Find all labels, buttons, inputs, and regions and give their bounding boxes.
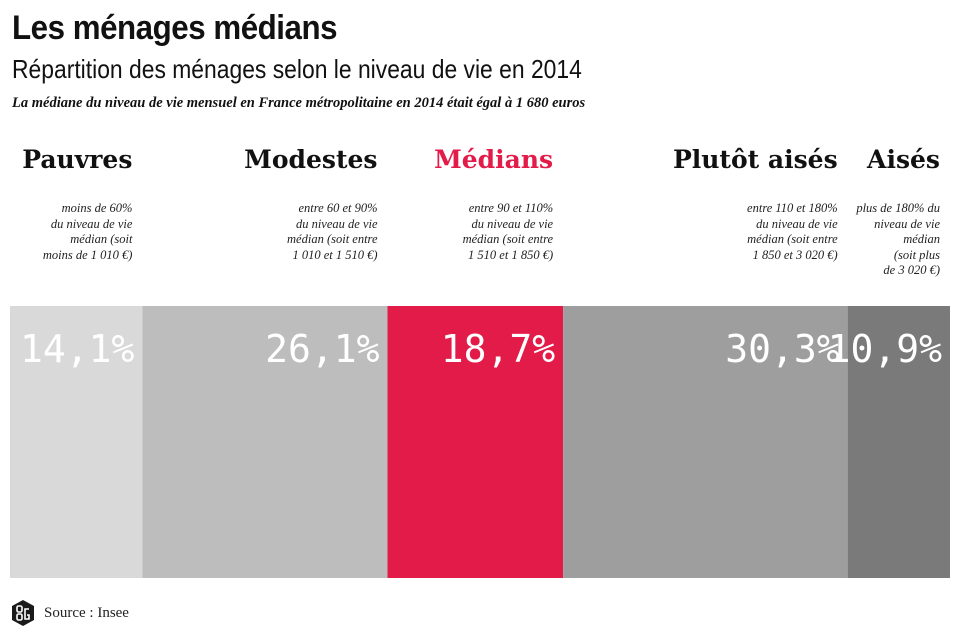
category-desc-modestes: entre 60 et 90% du niveau de vie médian … bbox=[287, 201, 378, 262]
bar-segments bbox=[10, 306, 950, 578]
category-desc-medians: entre 90 et 110% du niveau de vie médian… bbox=[462, 201, 554, 262]
value-label-aises: 10,9% bbox=[828, 327, 943, 371]
chart-subtitle: Répartition des ménages selon le niveau … bbox=[12, 54, 582, 84]
category-desc-plutot-aises: entre 110 et 180% du niveau de vie média… bbox=[747, 201, 838, 262]
category-name-medians: Médians bbox=[434, 145, 554, 174]
chart-title: Les ménages médians bbox=[12, 9, 338, 47]
value-label-modestes: 26,1% bbox=[265, 327, 380, 371]
bar-segment-aises bbox=[847, 306, 950, 578]
big-logo-icon bbox=[12, 600, 34, 626]
category-desc-aises: plus de 180% du niveau de vie médian (so… bbox=[856, 201, 940, 277]
category-desc-pauvres: moins de 60% du niveau de vie médian (so… bbox=[42, 201, 133, 262]
bar-segment-modestes bbox=[142, 306, 388, 578]
category-name-modestes: Modestes bbox=[244, 145, 378, 174]
category-name-pauvres: Pauvres bbox=[22, 145, 133, 174]
median-note: La médiane du niveau de vie mensuel en F… bbox=[12, 95, 586, 111]
bar-segment-medians bbox=[387, 306, 564, 578]
bar-segment-plutot-aises bbox=[563, 306, 848, 578]
value-labels: 14,1% 26,1% 18,7% 30,3%10,9% bbox=[20, 327, 942, 371]
value-label-pauvres: 14,1% bbox=[20, 327, 135, 371]
source-text: Source : Insee bbox=[44, 604, 129, 621]
bar-segment-pauvres bbox=[10, 306, 143, 578]
value-label-plutot-aises: 30,3% bbox=[725, 327, 840, 371]
category-name-aises: Aisés bbox=[867, 145, 940, 174]
footer: Source : Insee bbox=[10, 598, 129, 628]
value-label-medians: 18,7% bbox=[441, 327, 556, 371]
category-name-plutot-aises: Plutôt aisés bbox=[672, 145, 838, 174]
